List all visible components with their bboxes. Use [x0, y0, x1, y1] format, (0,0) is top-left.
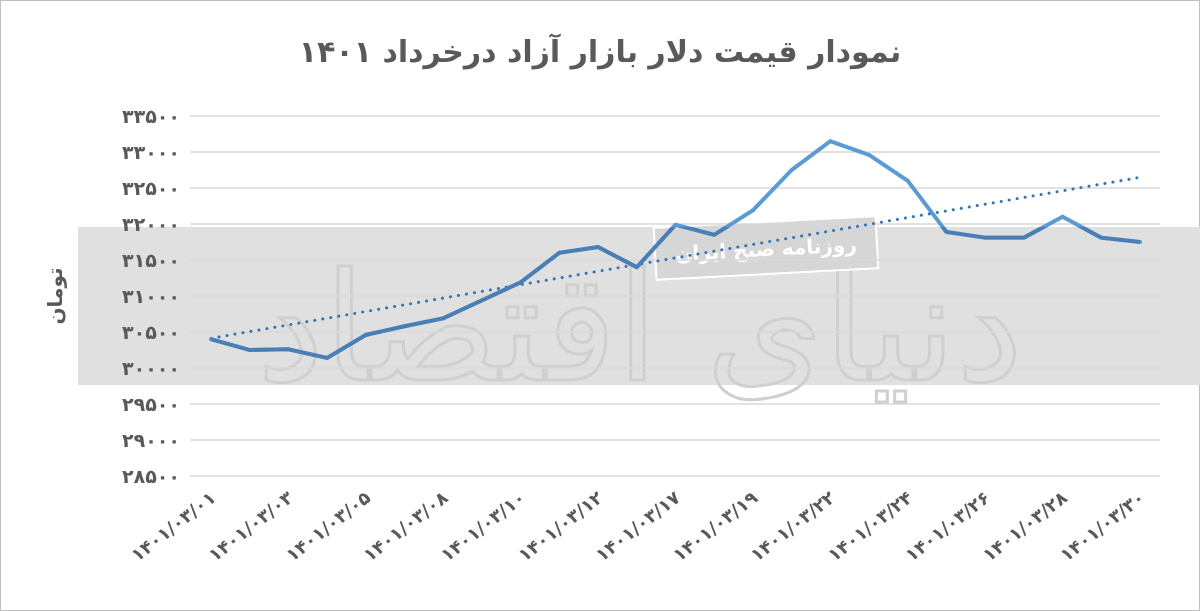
y-tick-label: ۳۲۰۰۰: [122, 214, 180, 236]
data-point: [673, 222, 678, 227]
trendline: [209, 175, 1142, 340]
data-point: [789, 168, 794, 172]
y-tick-label: ۲۹۰۰۰: [122, 430, 180, 452]
y-tick-label: ۳۰۰۰۰: [122, 358, 180, 380]
data-point: [750, 208, 755, 213]
y-axis-ticks: ۲۸۵۰۰ ۲۹۰۰۰ ۲۹۵۰۰ ۳۰۰۰۰ ۳۰۵۰۰ ۳۱۰۰۰ ۳۱۵۰۰ ۳۲۰۰۰…: [122, 106, 180, 488]
gridlines: [190, 115, 1160, 477]
y-tick-label: ۲۸۵۰۰: [122, 466, 180, 488]
y-tick-label: ۳۳۰۰۰: [122, 142, 180, 164]
y-tick-label: ۳۲۵۰۰: [122, 178, 180, 200]
data-point: [905, 178, 910, 183]
series-layer: [209, 139, 1142, 360]
y-tick-label: ۲۹۵۰۰: [122, 394, 180, 416]
y-tick-label: ۳۰۵۰۰: [122, 322, 180, 344]
watermark-band: [78, 227, 1200, 385]
y-tick-label: ۳۱۰۰۰: [122, 286, 180, 308]
data-point: [1060, 214, 1065, 219]
watermark-logo: دنیای اقتصاد: [257, 242, 1023, 416]
y-axis-label: تومان: [43, 267, 67, 324]
data-point: [828, 139, 833, 144]
y-tick-label: ۳۳۵۰۰: [122, 106, 180, 128]
chart-title: نمودار قیمت دلار بازار آزاد درخرداد ۱۴۰۱: [299, 33, 901, 70]
series-line-shaded: [210, 227, 1141, 360]
data-point: [867, 152, 872, 157]
y-tick-label: ۳۱۵۰۰: [122, 250, 180, 272]
